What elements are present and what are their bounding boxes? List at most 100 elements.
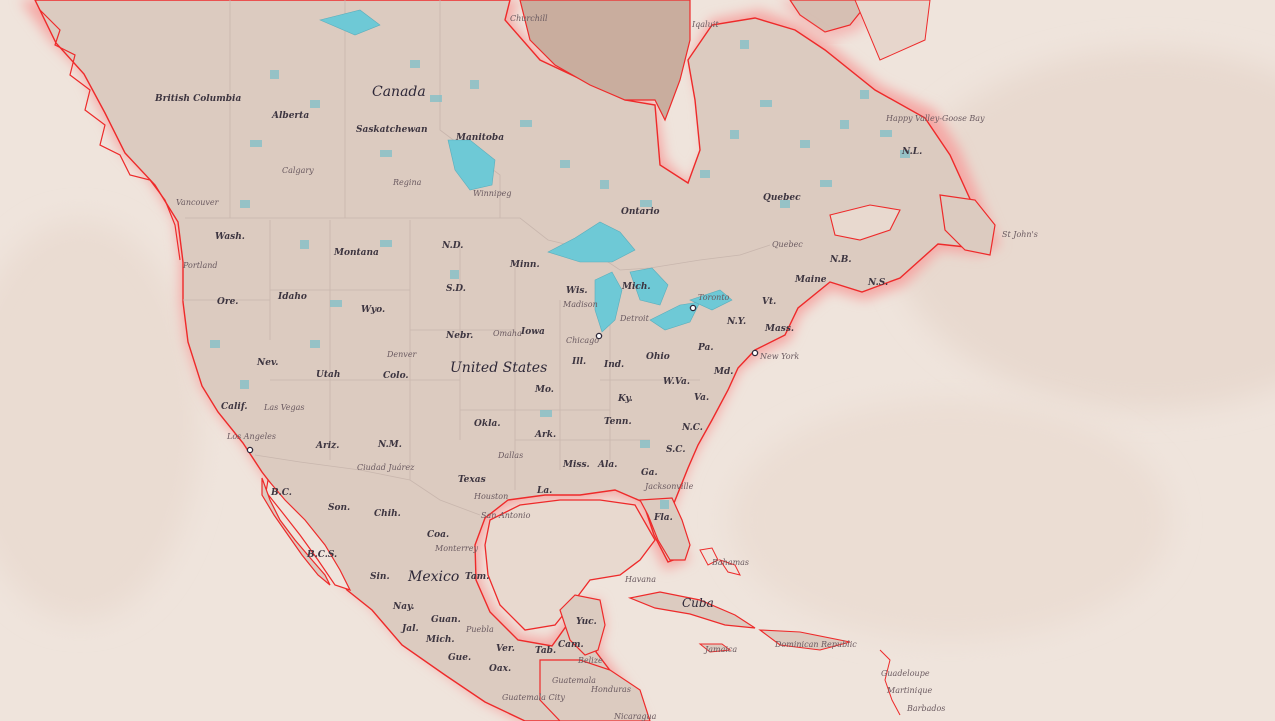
- label-belize: Belize: [577, 656, 603, 665]
- pacific-coast-fringe: [39, 9, 181, 261]
- label-calgary: Calgary: [282, 166, 314, 175]
- gulf-st-lawrence: [829, 204, 901, 241]
- label-idaho: Idaho: [277, 292, 307, 302]
- label-ver: Ver.: [496, 644, 515, 654]
- label-vt: Vt.: [762, 297, 776, 307]
- label-sin: Sin.: [370, 572, 390, 582]
- label-united-states: United States: [450, 360, 547, 376]
- label-denver: Denver: [386, 350, 418, 359]
- label-nev: Nev.: [256, 358, 278, 368]
- marker-new-york[interactable]: [751, 349, 759, 357]
- label-guatemala: Guatemala: [552, 676, 596, 685]
- label-nc: N.C.: [681, 423, 703, 433]
- label-las-vegas: Las Vegas: [263, 403, 305, 412]
- label-ill: Ill.: [571, 357, 586, 367]
- label-san-antonio: San Antonio: [481, 511, 531, 520]
- label-honduras: Honduras: [590, 685, 631, 694]
- label-manitoba: Manitoba: [455, 133, 504, 143]
- label-havana: Havana: [624, 575, 656, 584]
- label-ns: N.S.: [867, 278, 888, 288]
- label-nb: N.B.: [829, 255, 852, 265]
- label-barbados: Barbados: [906, 704, 945, 713]
- label-quebec-city: Quebec: [772, 240, 803, 249]
- city-markers: [246, 304, 759, 454]
- label-st-johns: St John's: [1002, 230, 1038, 239]
- label-guan: Guan.: [431, 615, 461, 625]
- label-colo: Colo.: [383, 371, 409, 381]
- newfoundland: [939, 194, 996, 256]
- label-ny: N.Y.: [726, 317, 746, 327]
- marker-chicago[interactable]: [595, 332, 603, 340]
- ocean-shade: [0, 220, 200, 620]
- label-puebla: Puebla: [465, 625, 494, 634]
- label-ga: Ga.: [641, 468, 658, 478]
- label-houston: Houston: [473, 492, 508, 501]
- label-ore: Ore.: [217, 297, 238, 307]
- label-ark: Ark.: [534, 430, 556, 440]
- label-ind: Ind.: [603, 360, 624, 370]
- label-british-columbia: British Columbia: [154, 94, 241, 104]
- label-alberta: Alberta: [271, 111, 309, 121]
- label-yuc: Yuc.: [576, 617, 597, 627]
- label-montana: Montana: [333, 248, 379, 258]
- label-dallas: Dallas: [497, 451, 523, 460]
- label-wyo: Wyo.: [361, 305, 385, 315]
- scattered-lakes: [210, 40, 910, 509]
- label-dominican-republic: Dominican Republic: [774, 640, 857, 649]
- central-america: [539, 659, 651, 721]
- label-texas: Texas: [458, 475, 486, 485]
- greenland-landmass: [780, 0, 931, 61]
- hudson-bay: [519, 0, 691, 122]
- label-nebr: Nebr.: [445, 331, 473, 341]
- label-maine: Maine: [794, 275, 827, 285]
- label-son: Son.: [328, 503, 350, 513]
- label-los-angeles: Los Angeles: [226, 432, 276, 441]
- label-va: Va.: [694, 393, 709, 403]
- label-ontario: Ontario: [621, 207, 660, 217]
- label-jamaica: Jamaica: [703, 645, 737, 654]
- label-nay: Nay.: [392, 602, 414, 612]
- label-calif: Calif.: [221, 402, 248, 412]
- label-ky: Ky.: [617, 394, 633, 404]
- label-miss: Miss.: [562, 460, 590, 470]
- marker-los-angeles[interactable]: [246, 446, 254, 454]
- label-guatemala-city: Guatemala City: [502, 693, 565, 702]
- great-lakes: [319, 9, 733, 333]
- label-la: La.: [536, 486, 552, 496]
- label-winnipeg: Winnipeg: [473, 189, 511, 198]
- label-chih: Chih.: [374, 509, 401, 519]
- label-regina: Regina: [392, 178, 422, 187]
- label-mich: Mich.: [621, 282, 651, 292]
- label-md: Md.: [713, 367, 733, 377]
- label-wis: Wis.: [566, 286, 588, 296]
- label-mexico: Mexico: [407, 569, 459, 585]
- label-omaha: Omaha: [493, 329, 522, 338]
- label-chicago: Chicago: [566, 336, 599, 345]
- baja-california: [261, 477, 331, 586]
- marker-toronto[interactable]: [689, 304, 697, 312]
- label-cuba: Cuba: [682, 596, 714, 610]
- label-mo: Mo.: [534, 385, 554, 395]
- label-cam: Cam.: [558, 640, 584, 650]
- label-tenn: Tenn.: [604, 417, 632, 427]
- label-portland: Portland: [182, 261, 218, 270]
- label-iqaluit: Iqaluit: [691, 20, 719, 29]
- label-tab: Tab.: [535, 646, 556, 656]
- label-detroit: Detroit: [619, 314, 650, 323]
- label-bc-mx: B.C.: [270, 488, 292, 498]
- florida: [639, 497, 691, 561]
- label-saskatchewan: Saskatchewan: [356, 125, 428, 135]
- label-quebec: Quebec: [763, 193, 801, 203]
- borders: [183, 0, 771, 516]
- label-vancouver: Vancouver: [176, 198, 220, 207]
- label-coa: Coa.: [427, 530, 449, 540]
- label-monterrey: Monterrey: [434, 544, 478, 553]
- label-wash: Wash.: [215, 232, 245, 242]
- label-mass: Mass.: [764, 324, 794, 334]
- label-sc: S.C.: [666, 445, 685, 455]
- label-nm: N.M.: [377, 440, 402, 450]
- label-churchill: Churchill: [510, 14, 548, 23]
- caribbean-islands: [627, 547, 901, 716]
